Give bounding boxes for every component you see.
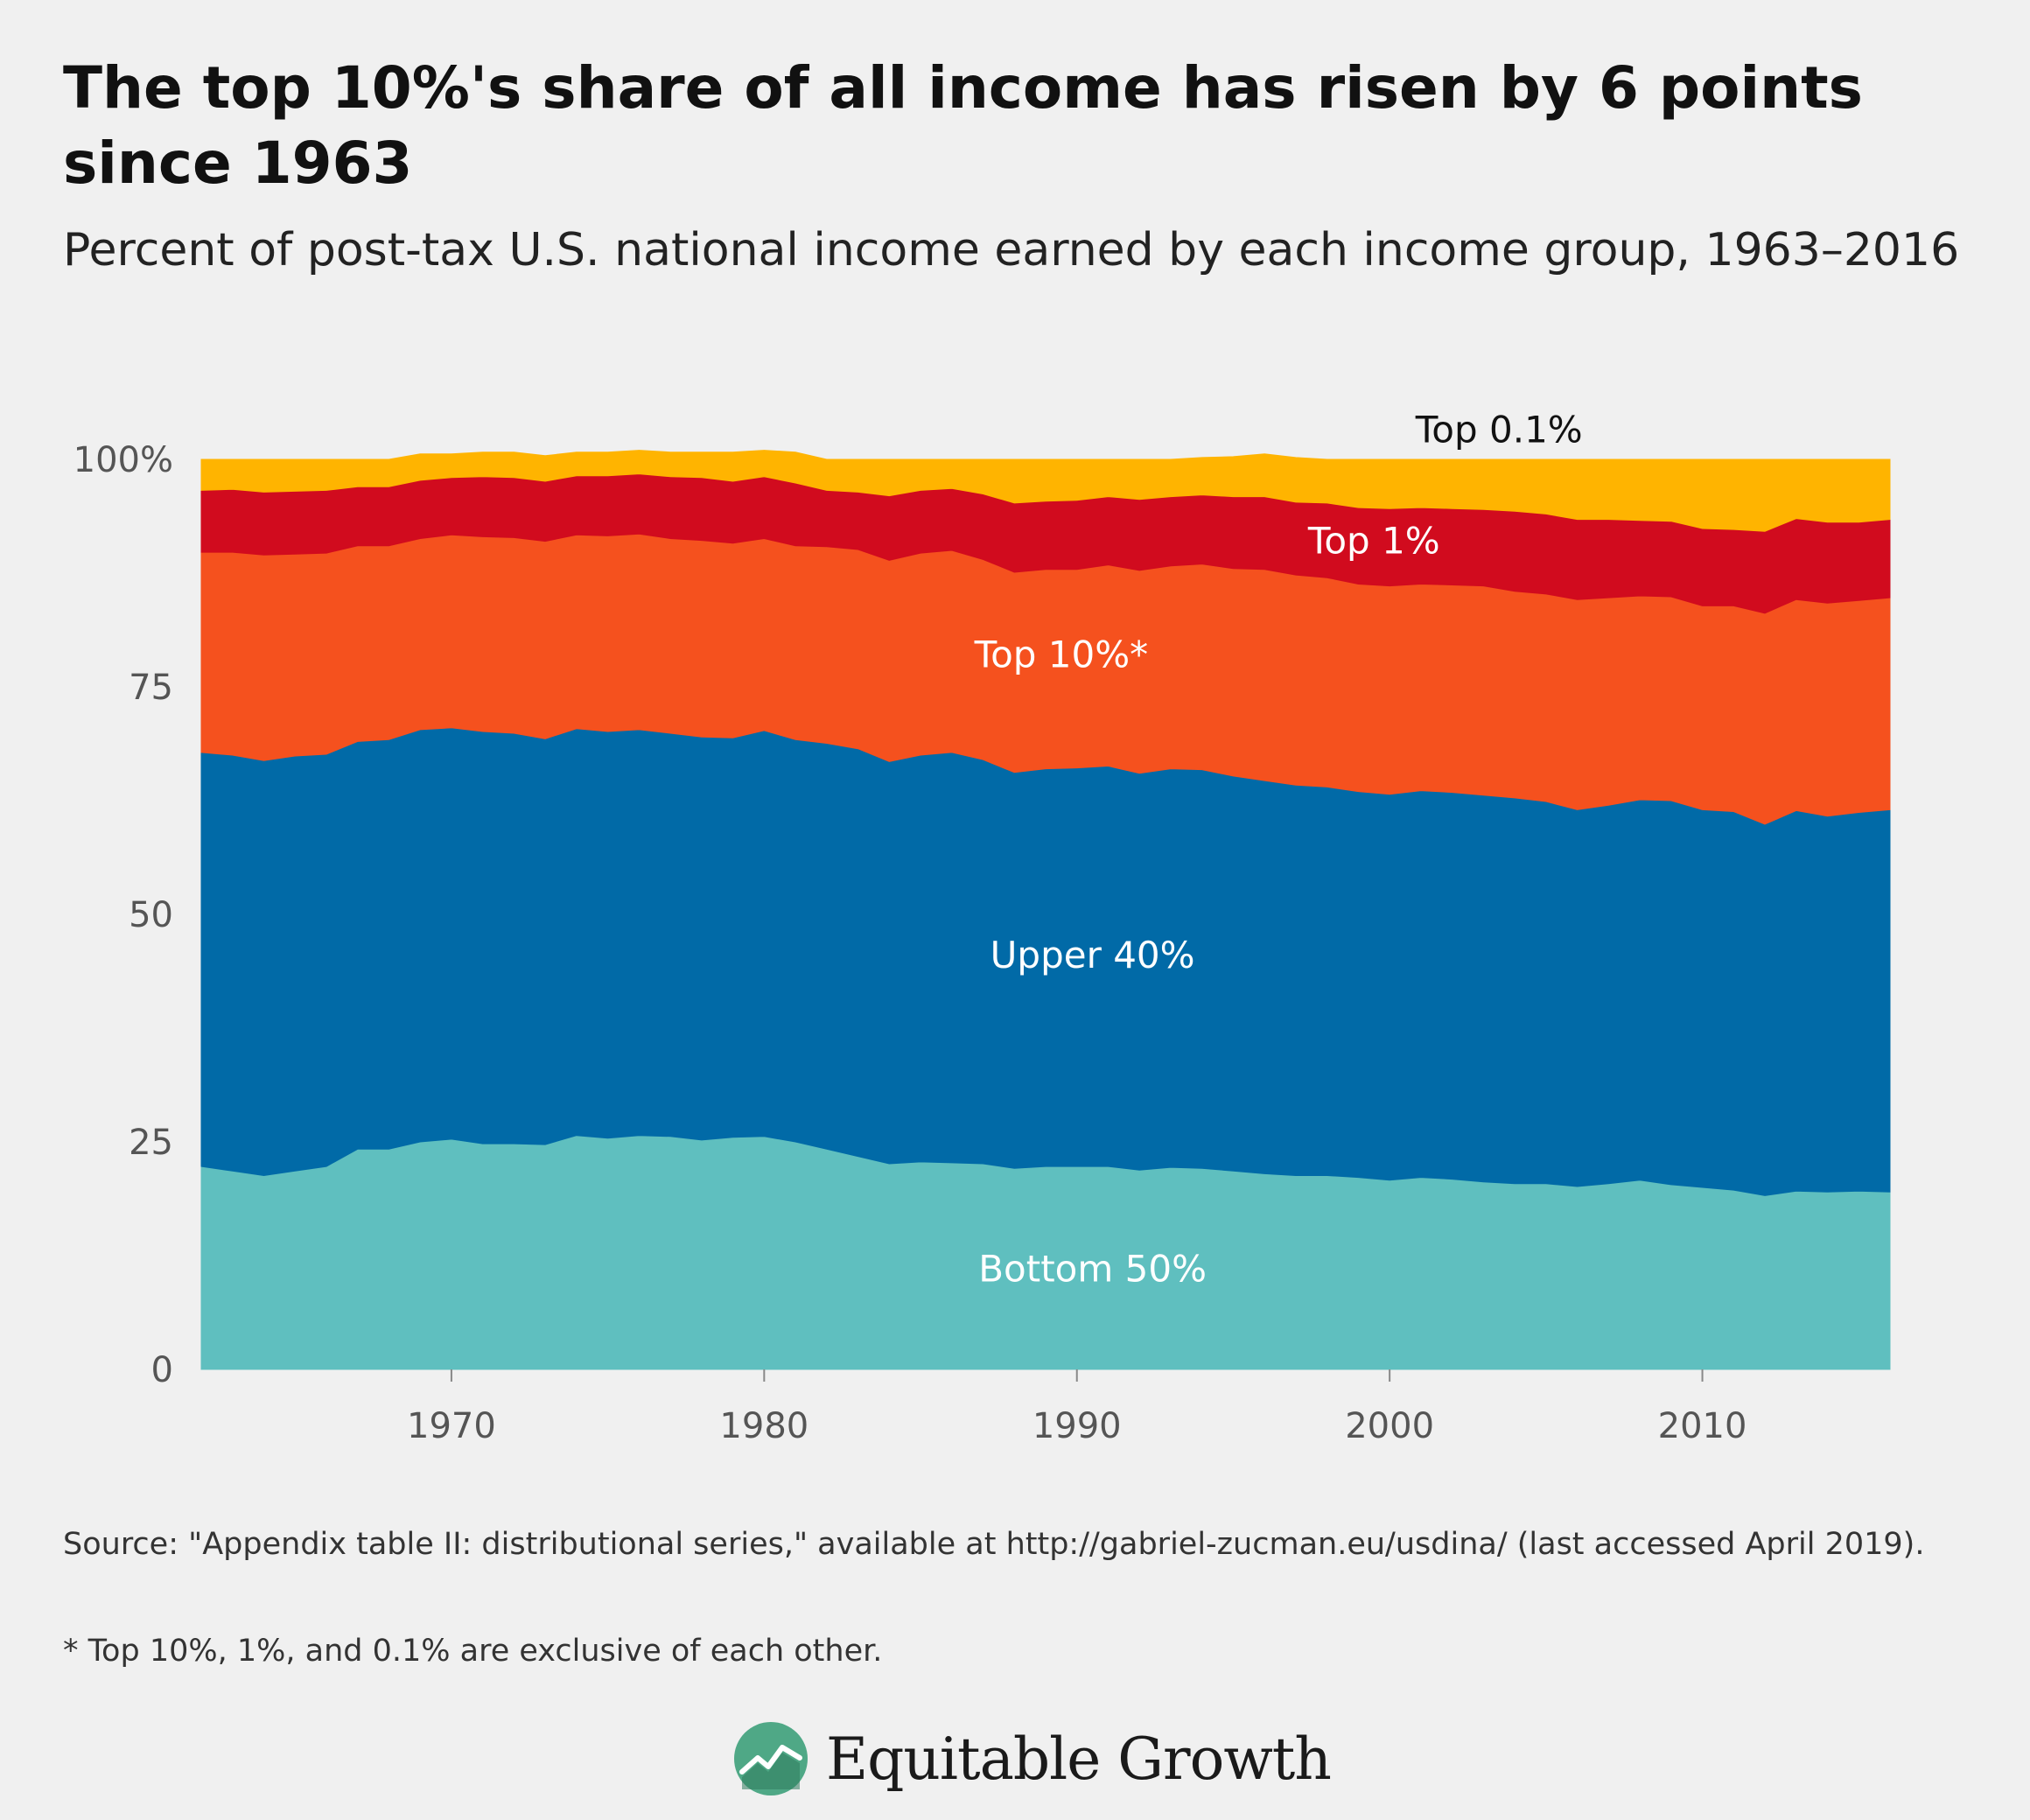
- series-label-top-1: Top 1%: [1307, 520, 1440, 563]
- source-note: Source: "Appendix table II: distribution…: [63, 1527, 1925, 1562]
- y-tick-label: 75: [129, 668, 173, 708]
- area-top-0-1: [200, 450, 1891, 532]
- brand-logo-lockup: Equitable Growth: [732, 1715, 1332, 1802]
- series-label-upper-40: Upper 40%: [990, 934, 1195, 976]
- stacked-area-chart: 0 25 50 75 100% 1970 1980 1990 2000 2010 Bottom …: [74, 409, 1891, 1446]
- x-axis: 1970 1980 1990 2000 2010: [407, 1369, 1746, 1446]
- series-label-bottom-50: Bottom 50%: [978, 1248, 1207, 1291]
- y-tick-label: 50: [129, 895, 173, 935]
- x-tick-label: 2000: [1345, 1406, 1434, 1446]
- series-labels: Bottom 50% Upper 40% Top 10%* Top 1% Top 0.1…: [974, 409, 1583, 1291]
- x-tick-label: 1970: [407, 1406, 496, 1446]
- chart-subtitle: Percent of post-tax U.S. national income…: [63, 224, 1960, 276]
- x-tick-label: 1990: [1032, 1406, 1122, 1446]
- x-tick-label: 1980: [719, 1406, 808, 1446]
- y-tick-label: 0: [151, 1350, 173, 1390]
- brand-name: Equitable Growth: [826, 1725, 1332, 1793]
- area-layers: [200, 450, 1891, 1370]
- series-label-top-0-1: Top 0.1%: [1415, 409, 1583, 452]
- y-axis: 0 25 50 75 100%: [74, 440, 173, 1390]
- series-label-top-10: Top 10%*: [974, 634, 1149, 676]
- y-tick-label: 100%: [74, 440, 173, 480]
- growth-chart-icon: [734, 1722, 808, 1796]
- chart-title: The top 10%'s share of all income has ri…: [63, 54, 1863, 197]
- y-tick-label: 25: [129, 1123, 173, 1163]
- footnote: * Top 10%, 1%, and 0.1% are exclusive of…: [63, 1634, 883, 1669]
- x-tick-label: 2010: [1658, 1406, 1747, 1446]
